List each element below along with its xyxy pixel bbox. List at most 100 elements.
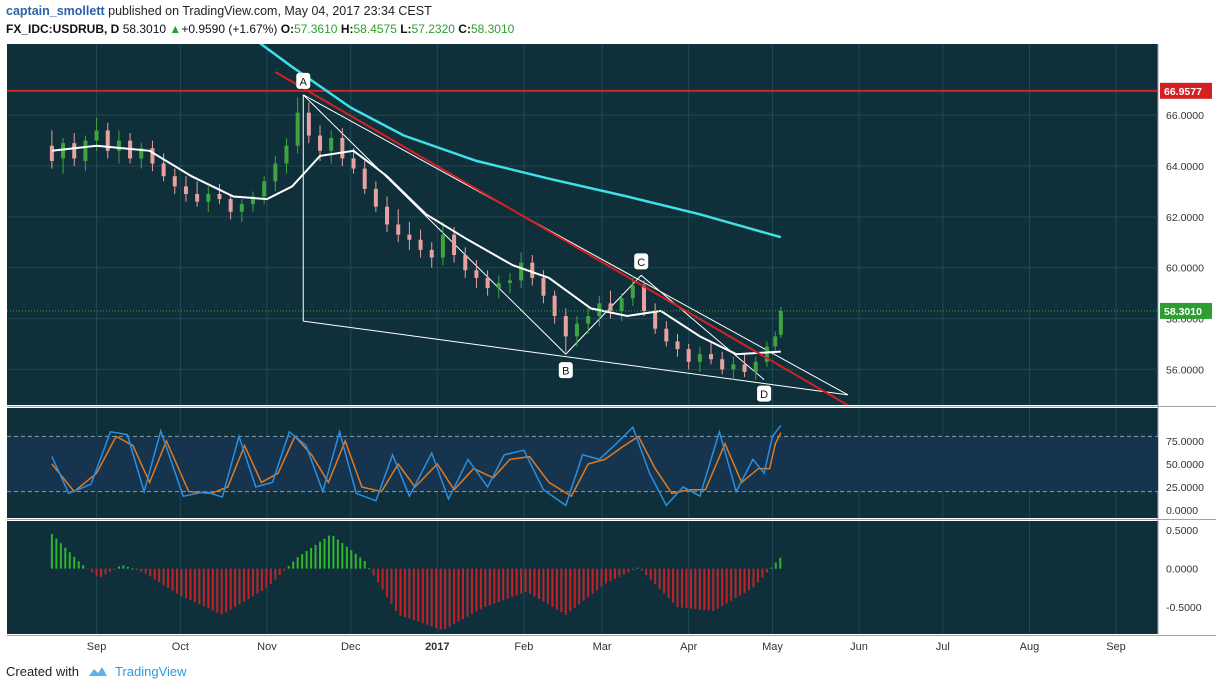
- histogram-bar: [591, 568, 594, 594]
- histogram-bar: [345, 546, 348, 569]
- histogram-bar: [636, 567, 639, 569]
- hist-pane: [7, 521, 1158, 634]
- histogram-bar: [372, 568, 375, 576]
- candle-body: [586, 316, 591, 324]
- histogram-bar: [202, 568, 205, 607]
- stoch-k-line: [51, 424, 782, 507]
- price-axis-bg: [1158, 44, 1216, 634]
- candle-body: [630, 285, 635, 299]
- abcd-pattern-line: [302, 94, 765, 380]
- author-link[interactable]: captain_smollett: [6, 4, 105, 18]
- histogram-bar: [126, 566, 129, 569]
- tradingview-link[interactable]: TradingView: [114, 664, 187, 679]
- candle-body: [608, 303, 613, 311]
- histogram-bar: [676, 568, 679, 608]
- candle-body: [195, 193, 200, 202]
- histogram-bar: [640, 568, 643, 571]
- histogram-bar: [225, 568, 228, 613]
- last-price-tag: [1160, 302, 1212, 319]
- candle-body: [172, 176, 177, 187]
- histogram-bar: [354, 553, 357, 569]
- price-tick-label: 60.0000: [1166, 263, 1204, 275]
- histogram-bar: [430, 568, 433, 627]
- histogram-bar: [122, 565, 125, 569]
- price-tick-label: 62.0000: [1166, 212, 1204, 224]
- histogram-bar: [408, 568, 411, 619]
- histogram-bar: [756, 568, 759, 583]
- histogram-bar: [587, 568, 590, 598]
- time-tick-label: Apr: [680, 641, 697, 653]
- histogram-bar: [596, 568, 599, 591]
- histogram-bar: [350, 550, 353, 569]
- pattern-label-box: [634, 253, 649, 270]
- histogram-bar: [198, 568, 201, 605]
- time-tick-label: Aug: [1020, 641, 1040, 653]
- histogram-bar: [310, 547, 313, 569]
- histogram-bar: [189, 568, 192, 601]
- histogram-bar: [296, 557, 299, 569]
- histogram-bar: [627, 568, 630, 573]
- histogram-bar: [685, 568, 688, 609]
- histogram-bar: [707, 568, 710, 611]
- candle-body: [664, 328, 669, 342]
- level-price-tag-text: 66.9577: [1164, 86, 1202, 98]
- histogram-bar: [359, 557, 362, 569]
- time-tick-label: Nov: [257, 641, 277, 653]
- histogram-bar: [251, 568, 254, 597]
- candle-body: [496, 282, 501, 289]
- histogram-bar: [278, 568, 281, 576]
- candle-body: [731, 364, 736, 370]
- histogram-bar: [243, 568, 246, 602]
- histogram-bar: [524, 568, 527, 593]
- histogram-bar: [108, 568, 111, 572]
- candle-body: [49, 145, 54, 161]
- tradingview-logo-icon[interactable]: [87, 664, 109, 681]
- candle-body: [440, 234, 445, 258]
- histogram-bar: [341, 543, 344, 569]
- close-label: C:: [458, 22, 471, 36]
- candle-body: [250, 196, 255, 205]
- open-label: O:: [280, 22, 295, 36]
- histogram-bar: [314, 544, 317, 569]
- histogram-bar: [439, 568, 442, 630]
- histogram-bar: [327, 535, 330, 569]
- up-arrow-icon: ▲: [169, 22, 182, 36]
- time-tick-label: May: [762, 641, 783, 653]
- histogram-bar: [484, 568, 487, 607]
- histogram-bar: [506, 568, 509, 599]
- hist-tick-label: 0.5000: [1166, 525, 1198, 537]
- candle-body: [72, 143, 77, 159]
- high-label: H:: [340, 22, 354, 36]
- histogram-bar: [515, 568, 518, 596]
- candle-body: [474, 270, 479, 278]
- candle-body: [697, 354, 702, 362]
- histogram-bar: [100, 568, 103, 577]
- histogram-bar: [779, 557, 782, 569]
- candle-body: [507, 280, 512, 283]
- footer: Created with TradingView: [6, 664, 187, 681]
- histogram-bar: [770, 567, 773, 569]
- price-pane: [7, 44, 1158, 405]
- time-tick-label: Sep: [1106, 641, 1126, 653]
- pattern-point-label-a: A: [300, 76, 308, 88]
- low-label: L:: [400, 22, 412, 36]
- histogram-bar: [475, 568, 478, 612]
- candle-body: [418, 239, 423, 250]
- histogram-bar: [149, 568, 152, 577]
- histogram-bar: [663, 568, 666, 594]
- histogram-bar: [645, 568, 648, 576]
- histogram-bar: [546, 568, 549, 605]
- histogram-bar: [417, 568, 420, 622]
- histogram-bar: [716, 568, 719, 609]
- candle-body: [262, 181, 267, 197]
- candle-body: [340, 138, 345, 159]
- histogram-bar: [180, 568, 183, 597]
- histogram-bar: [332, 535, 335, 569]
- low-value: 57.2320: [411, 22, 455, 36]
- long-moving-average-line: [258, 44, 782, 239]
- histogram-bar: [609, 568, 612, 582]
- histogram-bar: [564, 568, 567, 615]
- candle-body: [686, 349, 691, 362]
- histogram-bar: [377, 568, 380, 583]
